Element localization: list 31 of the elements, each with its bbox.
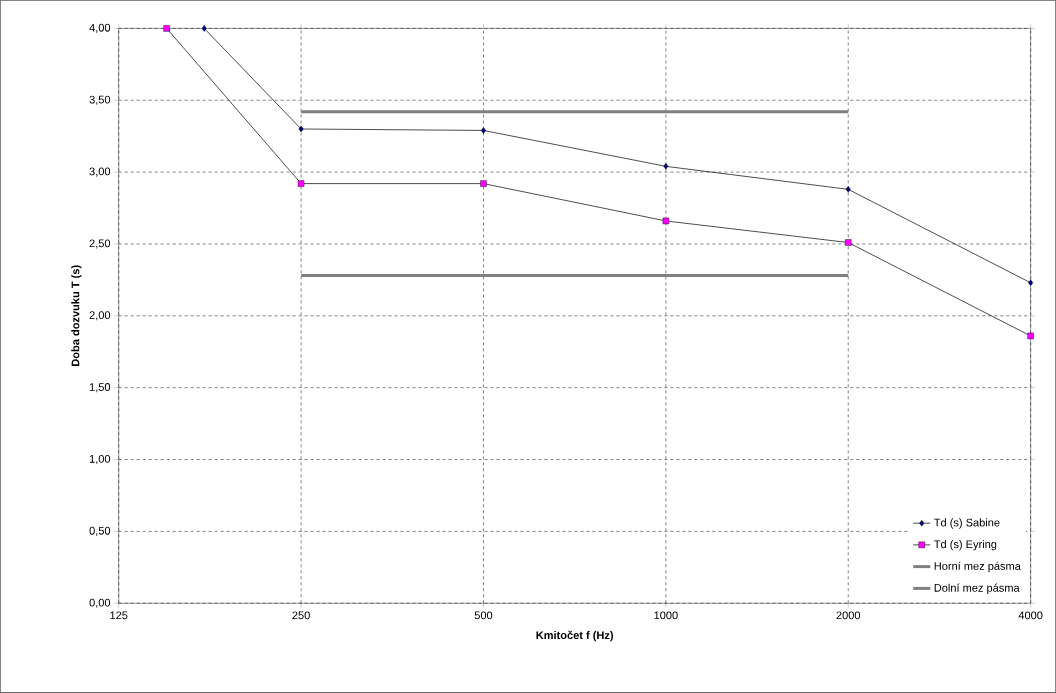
y-tick-label: 3,00 [89, 167, 111, 177]
y-tick-label: 4,00 [89, 23, 111, 34]
y-tick-label: 2,00 [89, 311, 111, 321]
y-tick-label: 3,50 [89, 95, 111, 105]
point [662, 217, 670, 225]
x-axis-title: Kmitočet f (Hz) [536, 630, 614, 642]
x-tick-label: 1000 [654, 611, 678, 620]
point [663, 163, 669, 170]
x-tick-label: 125 [110, 611, 128, 620]
y-tick-label: 2,50 [89, 239, 111, 249]
x-tick-label: 2000 [836, 611, 861, 620]
legend-label: Horní mez pásma [934, 561, 1021, 573]
point [298, 125, 304, 133]
point [845, 186, 851, 193]
y-tick-label: 0,50 [89, 526, 111, 537]
y-tick-label: 1,00 [89, 455, 111, 465]
y-tick-label: 0,00 [89, 598, 111, 608]
legend-label: Dolní mez pásma [934, 583, 1020, 595]
point [481, 127, 486, 134]
point [1028, 279, 1034, 287]
y-tick-label: 1,50 [89, 383, 111, 393]
point [480, 180, 487, 187]
y-axis-title: Doba dozvuku T (s) [71, 265, 82, 367]
x-tick-label: 4000 [1018, 611, 1043, 620]
x-tick-label: 250 [292, 611, 310, 620]
legend-label: Td (s) Sabine [934, 518, 1000, 529]
point [297, 180, 305, 187]
x-tick-label: 500 [474, 611, 493, 620]
point [845, 239, 852, 246]
point [1027, 332, 1034, 340]
legend-label: Td (s) Eyring [934, 540, 997, 551]
